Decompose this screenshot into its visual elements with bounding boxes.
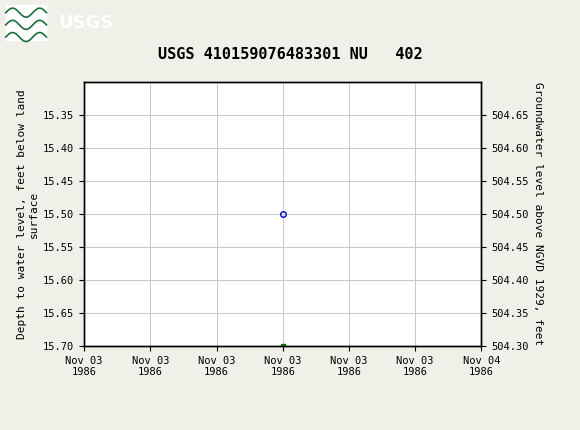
Text: USGS 410159076483301 NU   402: USGS 410159076483301 NU 402	[158, 47, 422, 62]
Y-axis label: Depth to water level, feet below land
surface: Depth to water level, feet below land su…	[17, 89, 39, 339]
Bar	[6, 6, 46, 40]
Y-axis label: Groundwater level above NGVD 1929, feet: Groundwater level above NGVD 1929, feet	[533, 82, 543, 346]
Text: USGS: USGS	[58, 14, 113, 31]
